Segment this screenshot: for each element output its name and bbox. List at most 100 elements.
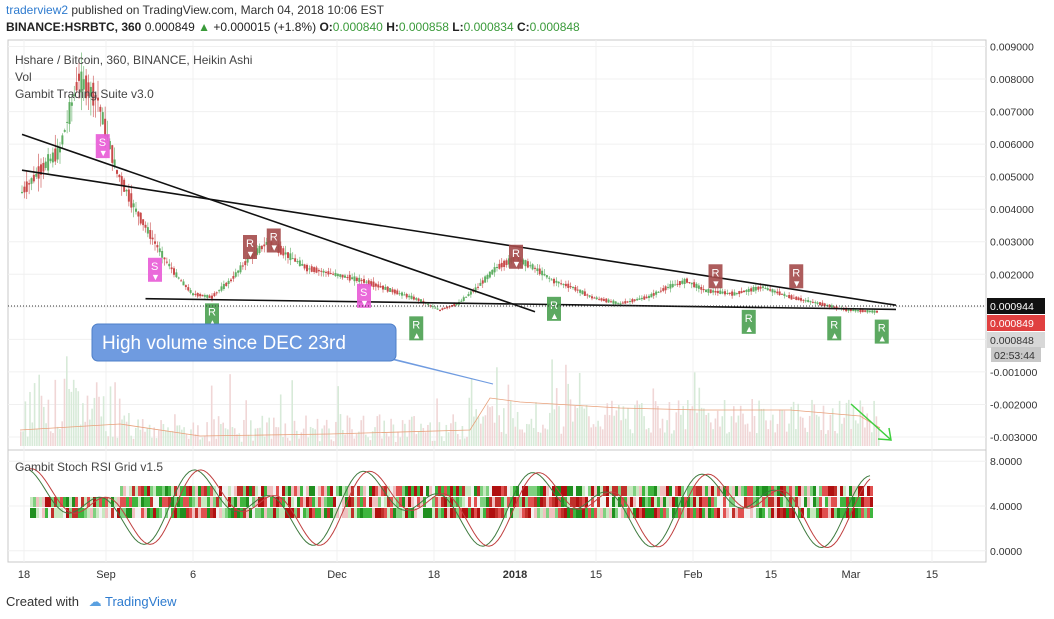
heatmap-cell bbox=[489, 497, 492, 507]
heatmap-cell bbox=[636, 497, 639, 507]
candle bbox=[781, 293, 783, 295]
stoch-d-line bbox=[29, 468, 871, 549]
volume-bar bbox=[56, 426, 59, 446]
volume-bar bbox=[532, 427, 535, 446]
volume-bar bbox=[555, 388, 558, 446]
volume-bar bbox=[484, 415, 487, 446]
volume-bar bbox=[128, 413, 130, 446]
heatmap-cell bbox=[741, 486, 744, 496]
heatmap-cell bbox=[828, 497, 831, 507]
candle bbox=[429, 305, 432, 307]
heatmap-cell bbox=[102, 497, 105, 507]
heatmap-cell bbox=[240, 508, 243, 518]
volume-bar bbox=[155, 438, 158, 446]
volume-bar bbox=[105, 431, 107, 446]
heatmap-cell bbox=[144, 508, 147, 518]
heatmap-cell bbox=[459, 486, 462, 496]
heatmap-cell bbox=[282, 508, 285, 518]
volume-bar bbox=[654, 401, 657, 446]
candle bbox=[683, 278, 686, 285]
heatmap-cell bbox=[372, 486, 375, 496]
volume-bar bbox=[95, 382, 98, 446]
heatmap-cell bbox=[126, 508, 129, 518]
signal-badge bbox=[357, 283, 371, 308]
volume-bar bbox=[714, 418, 717, 446]
heatmap-cell bbox=[465, 497, 468, 507]
candle bbox=[648, 295, 650, 298]
heatmap-cell bbox=[93, 508, 96, 518]
candle bbox=[493, 267, 496, 273]
candle bbox=[287, 252, 289, 258]
heatmap-cell bbox=[357, 486, 360, 496]
volume-bar bbox=[854, 420, 857, 446]
volume-bar bbox=[719, 426, 721, 446]
candle bbox=[291, 258, 294, 260]
heatmap-cell bbox=[54, 508, 57, 518]
tradingview-link[interactable]: TradingView bbox=[105, 594, 177, 609]
heatmap-cell bbox=[687, 508, 690, 518]
heatmap-cell bbox=[381, 497, 384, 507]
y-tick-label: -0.001000 bbox=[990, 367, 1037, 379]
candle bbox=[154, 241, 156, 244]
volume-bar bbox=[68, 389, 70, 446]
heatmap-cell bbox=[708, 486, 711, 496]
candle bbox=[263, 244, 266, 247]
heatmap-cell bbox=[342, 486, 345, 496]
heatmap-cell bbox=[393, 486, 396, 496]
volume-bar bbox=[344, 434, 346, 446]
heatmap-cell bbox=[210, 486, 213, 496]
volume-bar bbox=[43, 406, 45, 446]
volume-bar bbox=[167, 427, 169, 446]
candle bbox=[284, 252, 287, 255]
candle bbox=[486, 274, 489, 280]
chart-area[interactable]: S▼S▼S▼R▼R▼R▼R▼R▼R▲ R▲R▲ R▲ R▲R▲ 0.0090000.0… bbox=[0, 38, 1054, 588]
candle bbox=[797, 297, 800, 301]
heatmap-cell bbox=[861, 508, 864, 518]
heatmap-cell bbox=[624, 486, 627, 496]
heatmap-cell bbox=[696, 497, 699, 507]
volume-bar bbox=[503, 408, 505, 446]
heatmap-cell bbox=[120, 486, 123, 496]
volume-bar bbox=[808, 415, 811, 446]
candle bbox=[23, 186, 26, 193]
candle bbox=[104, 118, 107, 136]
heatmap-cell bbox=[852, 508, 855, 518]
heatmap-cell bbox=[150, 486, 153, 496]
heatmap-cell bbox=[303, 508, 306, 518]
candle bbox=[721, 291, 724, 294]
heatmap-cell bbox=[555, 497, 558, 507]
volume-bar bbox=[346, 415, 349, 446]
heatmap-cell bbox=[654, 486, 657, 496]
heatmap-cell bbox=[771, 508, 774, 518]
signal-badge bbox=[243, 235, 257, 259]
heatmap-cell bbox=[366, 508, 369, 518]
heatmap-cell bbox=[252, 486, 255, 496]
volume-bar bbox=[500, 432, 503, 446]
candle bbox=[341, 274, 344, 278]
candle bbox=[189, 290, 192, 293]
volume-bar bbox=[84, 421, 86, 446]
signal-label: R bbox=[712, 267, 720, 279]
volume-bar bbox=[250, 420, 252, 446]
heatmap-cell bbox=[564, 508, 567, 518]
heatmap-cell bbox=[135, 486, 138, 496]
heatmap-cell bbox=[468, 497, 471, 507]
author-link[interactable]: traderview2 bbox=[6, 3, 69, 17]
low-value: 0.000834 bbox=[463, 20, 514, 34]
heatmap-cell bbox=[162, 486, 165, 496]
volume-bar bbox=[367, 437, 369, 446]
heatmap-cell bbox=[849, 486, 852, 496]
volume-bar bbox=[220, 424, 222, 446]
volume-bar bbox=[477, 416, 480, 446]
volume-bar bbox=[574, 406, 576, 446]
volume-bar bbox=[845, 402, 848, 446]
heatmap-cell bbox=[654, 497, 657, 507]
heatmap-cell bbox=[480, 486, 483, 496]
candle bbox=[586, 294, 589, 296]
heatmap-cell bbox=[864, 497, 867, 507]
heatmap-cell bbox=[552, 486, 555, 496]
volume-bar bbox=[657, 405, 659, 446]
candle bbox=[505, 260, 508, 266]
heatmap-cell bbox=[99, 508, 102, 518]
heatmap-cell bbox=[798, 486, 801, 496]
